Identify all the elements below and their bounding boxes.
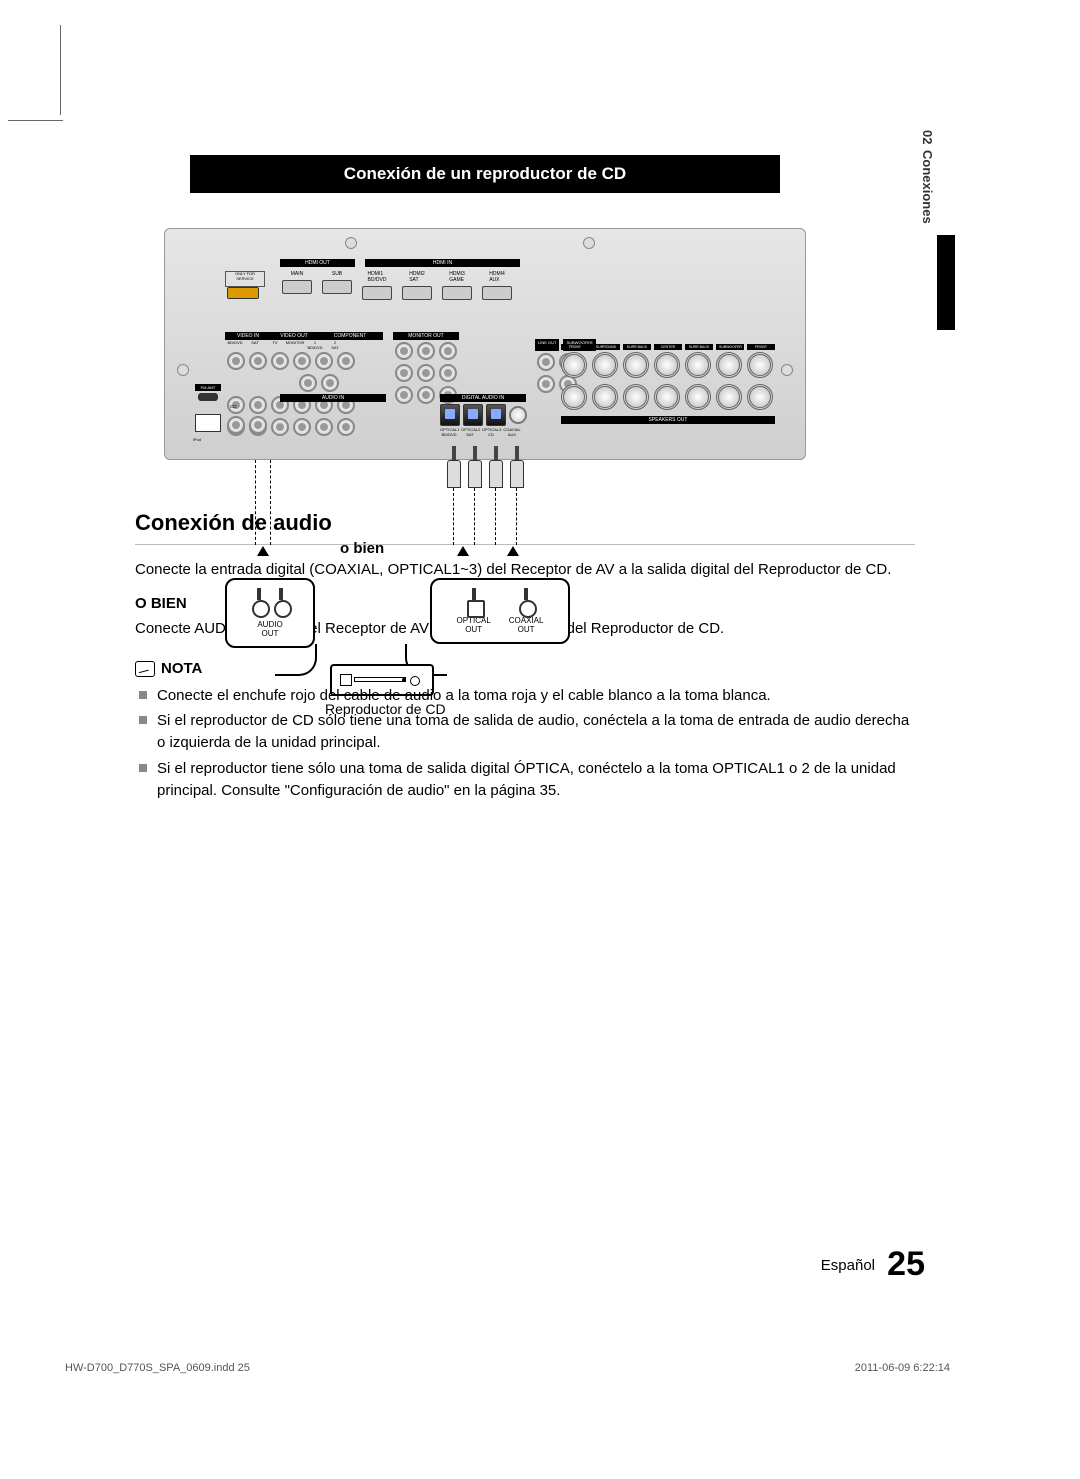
dashed-line: [453, 488, 454, 545]
footer-page-number: 25: [887, 1245, 925, 1283]
hdmi-out-label: HDMI OUT: [280, 259, 355, 267]
nota-list: Conecte el enchufe rojo del cable de aud…: [135, 685, 915, 802]
dashed-line: [474, 488, 475, 545]
coaxial-out-line2: OUT: [509, 625, 544, 634]
callout-digital-out: OPTICAL OUT COAXIAL OUT: [430, 578, 570, 644]
nota-item-3: Si el reproductor tiene sólo una toma de…: [135, 758, 915, 802]
optical-ports: [440, 404, 527, 426]
dashed-line: [516, 488, 517, 545]
page-content: Conexión de un reproductor de CD ONLY FO…: [135, 155, 915, 805]
screw-icon: [583, 237, 595, 249]
dashed-line: [270, 460, 271, 545]
optical-labels: OPTICAL1BD/DVD OPTICAL2SAT OPTICAL3CD CO…: [440, 427, 521, 437]
title-bar: Conexión de un reproductor de CD: [190, 155, 780, 193]
footer-lang: Español: [821, 1257, 875, 1274]
fm-ant: FM ANT: [195, 384, 221, 403]
cd-rca-pair: [225, 414, 269, 436]
dashed-line: [255, 460, 256, 545]
nota-item-2: Si el reproductor de CD sólo tiene una t…: [135, 710, 915, 754]
hdmi-row: MAIN SUB HDMI1BD/DVD HDMI2SAT HDMI3GAME …: [280, 271, 514, 303]
av-receiver-back: ONLY FORSERVICE HDMI OUT HDMI IN MAIN SU…: [164, 228, 806, 460]
screw-icon: [177, 364, 189, 376]
divider: [135, 544, 915, 545]
speaker-terminals: FRONT SURROUND SURR BACK CENTER SURR BAC…: [561, 344, 775, 424]
audio-out-line1: AUDIO: [235, 620, 305, 629]
callout-tail: [275, 644, 317, 676]
audio-in-labels: AUDIO IN: [280, 394, 386, 402]
section-heading: Conexión de audio: [135, 510, 915, 536]
footer-page: Español 25: [821, 1245, 925, 1284]
nota-heading: NOTA: [135, 660, 915, 677]
ipod-label: iPod: [193, 437, 201, 442]
footer-date: 2011-06-09 6:22:14: [855, 1362, 950, 1374]
audio-out-line2: OUT: [235, 629, 305, 638]
nota-label: NOTA: [161, 660, 202, 677]
speakers-out-label: SPEAKERS OUT: [561, 416, 775, 424]
chapter-number: 02: [920, 130, 935, 144]
o-bien-label: o bien: [340, 540, 384, 557]
coax-plug: [505, 446, 529, 488]
cd-label: CD: [230, 404, 237, 409]
callout-audio-out: AUDIO OUT: [225, 578, 315, 648]
optical-out-line2: OUT: [457, 625, 491, 634]
screw-icon: [345, 237, 357, 249]
screw-icon: [781, 364, 793, 376]
footer-file: HW-D700_D770S_SPA_0609.indd 25: [65, 1362, 250, 1374]
chapter-name: Conexiones: [920, 150, 935, 224]
digital-in-label: DIGITAL AUDIO IN: [440, 394, 526, 402]
network-port: [195, 414, 221, 432]
dashed-line: [495, 488, 496, 545]
hdmi-in-label: HDMI IN: [365, 259, 520, 267]
service-port: [227, 287, 259, 299]
note-icon: [135, 661, 155, 677]
side-tab: 02 Conexiones: [920, 130, 950, 600]
service-port-label: ONLY FORSERVICE: [225, 271, 265, 287]
nota-item-1: Conecte el enchufe rojo del cable de aud…: [135, 685, 915, 707]
connection-diagram: ONLY FORSERVICE HDMI OUT HDMI IN MAIN SU…: [135, 228, 835, 460]
side-black-bar: [937, 235, 955, 330]
